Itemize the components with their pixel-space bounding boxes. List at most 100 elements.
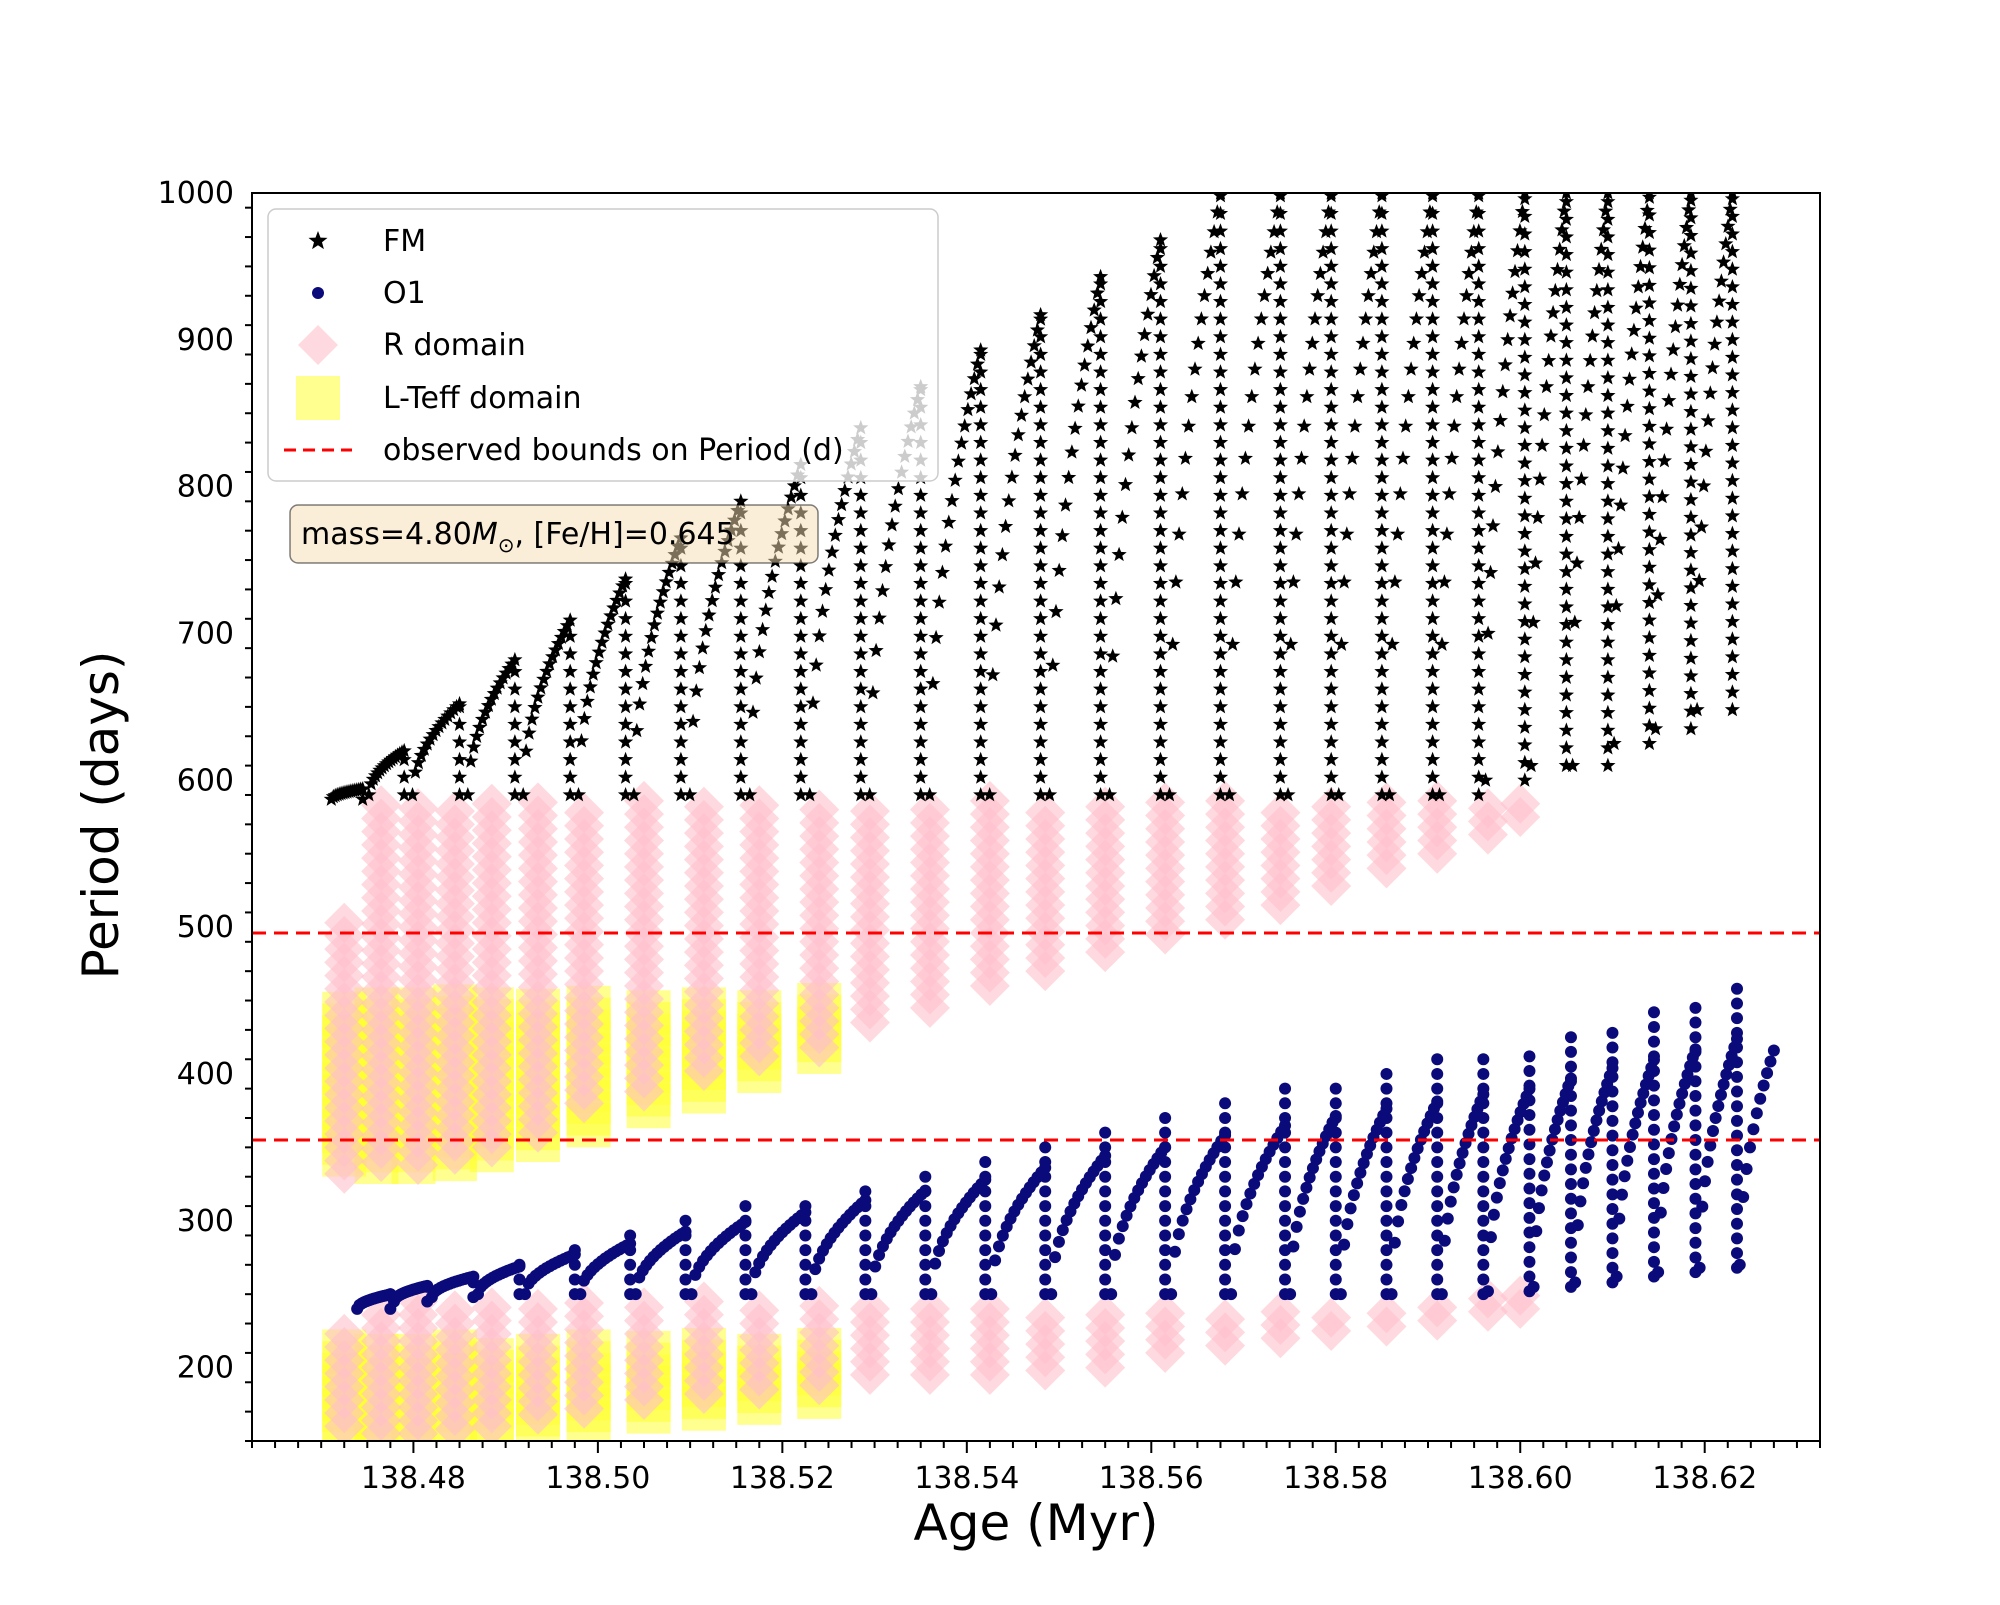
fm-star xyxy=(1212,223,1229,238)
fm-star xyxy=(1323,452,1339,467)
fm-star xyxy=(1374,223,1390,238)
fm-star xyxy=(1471,646,1487,661)
o1-point xyxy=(1647,1255,1660,1268)
fm-star xyxy=(691,659,708,675)
fm-star xyxy=(451,734,468,749)
fm-star xyxy=(579,693,595,708)
fm-star xyxy=(1042,787,1058,802)
fm-star xyxy=(1152,698,1169,714)
o1-point xyxy=(1329,1170,1342,1183)
fm-star xyxy=(1724,455,1740,470)
o1-point xyxy=(859,1200,872,1213)
fm-star xyxy=(1390,526,1406,541)
fm-star xyxy=(1374,751,1390,767)
o1-point xyxy=(1279,1229,1292,1242)
fm-star xyxy=(1272,417,1288,432)
fm-star xyxy=(1152,487,1169,502)
fm-star xyxy=(1384,636,1400,651)
o1-point xyxy=(805,1288,818,1301)
fm-star xyxy=(793,575,809,590)
fm-star xyxy=(1425,734,1441,749)
fm-star xyxy=(733,751,749,767)
legend-label-l-teff-domain: L-Teff domain xyxy=(383,381,582,416)
o1-point xyxy=(1219,1156,1232,1169)
fm-star xyxy=(1425,522,1441,538)
fm-star xyxy=(410,754,426,770)
fm-star xyxy=(1466,223,1482,239)
fm-star xyxy=(1471,417,1487,432)
fm-star xyxy=(913,751,929,767)
o1-point xyxy=(1647,1123,1660,1136)
fm-star xyxy=(973,469,989,485)
o1-point xyxy=(859,1258,872,1271)
fm-star xyxy=(1093,293,1109,309)
fm-star xyxy=(1600,599,1616,614)
fm-star xyxy=(1093,557,1109,573)
fm-star xyxy=(1093,276,1109,291)
o1-point xyxy=(1606,1232,1619,1245)
x-tick-label: 138.54 xyxy=(914,1461,1019,1496)
fm-star xyxy=(1130,370,1146,386)
x-axis-title: Age (Myr) xyxy=(914,1494,1159,1552)
o1-point xyxy=(1329,1126,1342,1139)
fm-star xyxy=(1333,636,1350,651)
fm-star xyxy=(1033,434,1049,450)
fm-star xyxy=(635,675,651,691)
fm-star xyxy=(1344,450,1360,465)
o1-point xyxy=(1733,1258,1746,1271)
o1-point xyxy=(1606,1056,1619,1069)
fm-star xyxy=(1724,543,1740,558)
fm-star xyxy=(1641,718,1657,733)
o1-point xyxy=(513,1273,526,1286)
fm-star xyxy=(1212,698,1229,714)
fm-star xyxy=(1600,651,1616,667)
fm-star xyxy=(853,540,869,555)
fm-star xyxy=(808,657,824,672)
fm-star xyxy=(1724,208,1740,223)
fm-star xyxy=(1480,625,1496,640)
fm-star xyxy=(1033,540,1049,555)
o1-point xyxy=(1338,1238,1351,1251)
o1-point xyxy=(1764,1055,1777,1068)
fm-star xyxy=(1374,240,1390,256)
fm-star xyxy=(1272,193,1288,203)
fm-star xyxy=(1573,471,1589,486)
fm-star xyxy=(868,642,884,658)
o1-point xyxy=(1523,1123,1536,1136)
fm-star xyxy=(1152,716,1169,731)
fm-star xyxy=(1600,387,1616,403)
fm-star xyxy=(1641,418,1657,433)
fm-star xyxy=(1374,787,1390,802)
r-domain-marker xyxy=(739,1290,780,1331)
o1-point xyxy=(1564,1251,1577,1264)
o1-point xyxy=(1099,1229,1112,1242)
fm-star xyxy=(1471,469,1487,485)
fm-star xyxy=(1033,681,1049,696)
fm-star xyxy=(1093,469,1109,485)
fm-star xyxy=(1425,663,1441,679)
o1-point xyxy=(989,1254,1002,1267)
fm-star xyxy=(1212,751,1229,767)
fm-star xyxy=(1033,628,1049,643)
o1-point xyxy=(1571,1219,1584,1232)
fm-star xyxy=(1033,734,1049,749)
fm-star xyxy=(591,644,607,659)
fm-star xyxy=(1724,331,1740,347)
fm-star xyxy=(973,663,989,679)
fm-star xyxy=(1661,392,1677,408)
fm-star xyxy=(1253,311,1269,326)
fm-star xyxy=(1576,437,1592,452)
fm-star xyxy=(1152,663,1169,679)
legend: FM O1 R domain L-Teff domain observed bo… xyxy=(267,208,939,482)
fm-star xyxy=(1691,572,1707,588)
fm-star xyxy=(1203,244,1219,259)
fm-star xyxy=(1360,287,1376,303)
annotation-text: mass=4.80M⊙, [Fe/H]=0.645 xyxy=(301,517,735,557)
fm-star xyxy=(1374,557,1390,573)
o1-point xyxy=(1219,1111,1232,1124)
fm-star xyxy=(413,747,429,762)
r-domain-marker xyxy=(1417,780,1458,821)
fm-star xyxy=(1054,527,1070,543)
fm-star xyxy=(1212,346,1229,361)
fm-star xyxy=(1093,452,1109,467)
